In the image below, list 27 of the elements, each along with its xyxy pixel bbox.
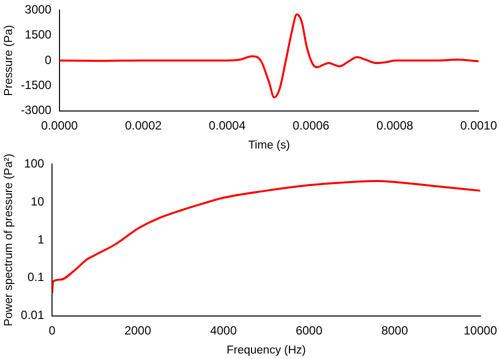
x-tick-label: 0.0006 bbox=[292, 118, 330, 132]
line-series bbox=[59, 13, 479, 98]
x-tick-label: 2000 bbox=[124, 323, 152, 338]
y-tick-label: -3000 bbox=[20, 103, 52, 118]
x-tick-label: 0.0008 bbox=[376, 118, 414, 132]
line-series bbox=[52, 180, 480, 294]
y-tick-label: 10 bbox=[30, 194, 44, 208]
x-axis-title: Time (s) bbox=[248, 139, 290, 152]
x-tick-label: 0.0004 bbox=[208, 118, 246, 132]
x-tick-label: 8000 bbox=[381, 323, 408, 338]
y-tick-label: 1 bbox=[37, 232, 44, 246]
x-tick-label: 0.0000 bbox=[41, 118, 78, 132]
x-tick-label: 6000 bbox=[296, 323, 323, 338]
x-tick-label: 10000 bbox=[464, 323, 498, 338]
y-tick-label: 3000 bbox=[24, 2, 52, 17]
y-tick-label: 1500 bbox=[24, 28, 52, 42]
x-tick-label: 0.0010 bbox=[460, 118, 498, 132]
y-tick-label: 0.01 bbox=[20, 308, 44, 322]
x-tick-label: 4000 bbox=[210, 323, 238, 338]
y-tick-label: 100 bbox=[24, 156, 44, 171]
x-tick-label: 0.0002 bbox=[124, 118, 162, 132]
y-axis-title: Pressure (Pa) bbox=[3, 24, 16, 96]
x-axis-title: Frequency (Hz) bbox=[226, 344, 306, 356]
y-tick-label: 0.1 bbox=[27, 270, 44, 284]
y-axis-title: Power spectrum of pressure (Pa²) bbox=[3, 154, 16, 326]
y-tick-label: 0 bbox=[44, 52, 52, 67]
y-tick-label: -1500 bbox=[20, 78, 52, 92]
